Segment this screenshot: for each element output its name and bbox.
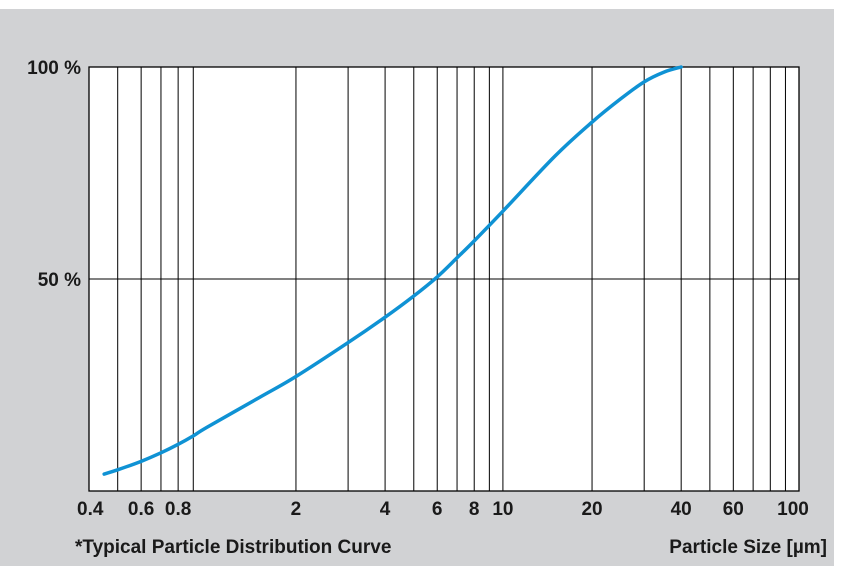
series-line: [102, 65, 683, 476]
plot-frame: [88, 66, 800, 492]
x-tick-label: 10: [492, 499, 513, 520]
x-tick-label: 6: [432, 499, 443, 520]
x-axis-label: Particle Size [µm]: [669, 537, 827, 558]
series-group: [102, 65, 683, 476]
x-tick-label: 8: [469, 499, 480, 520]
x-tick-label: 20: [581, 499, 602, 520]
y-tick-label: 50 %: [38, 270, 81, 291]
y-tick-labels: 100 % 50 %: [27, 58, 81, 291]
x-tick-label: 0.8: [165, 499, 191, 520]
x-tick-label: 100: [777, 499, 809, 520]
x-tick-label: 0.6: [128, 499, 154, 520]
x-tick-label: 4: [380, 499, 391, 520]
x-tick-label: 60: [723, 499, 744, 520]
chart-title: *Typical Particle Distribution Curve: [75, 537, 392, 558]
x-tick-label: 0.4: [77, 499, 104, 520]
x-tick-label: 40: [671, 499, 692, 520]
y-tick-label: 100 %: [27, 58, 81, 79]
x-tick-labels: 0.4 0.6 0.8 2 4 6 8 10 20 40 60 100: [77, 499, 809, 520]
x-tick-label: 2: [291, 499, 302, 520]
